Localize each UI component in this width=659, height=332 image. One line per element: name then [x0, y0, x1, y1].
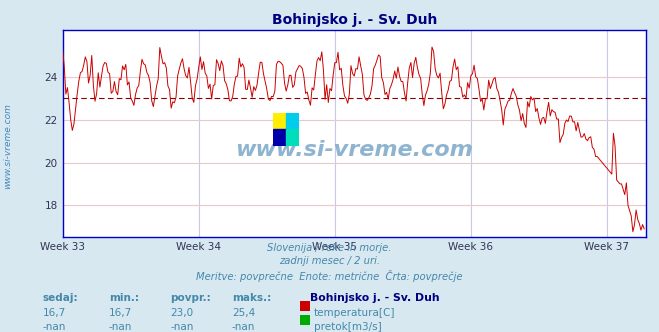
Text: 23,0: 23,0: [170, 308, 193, 318]
Bar: [273, 113, 286, 129]
Text: maks.:: maks.:: [232, 293, 272, 303]
Bar: [273, 129, 286, 146]
Text: -nan: -nan: [43, 322, 66, 332]
Text: zadnji mesec / 2 uri.: zadnji mesec / 2 uri.: [279, 256, 380, 266]
Text: -nan: -nan: [170, 322, 193, 332]
Text: www.si-vreme.com: www.si-vreme.com: [3, 103, 13, 189]
Bar: [286, 129, 299, 146]
Text: 16,7: 16,7: [109, 308, 132, 318]
Text: Slovenija / reke in morje.: Slovenija / reke in morje.: [268, 243, 391, 253]
Text: min.:: min.:: [109, 293, 139, 303]
Text: Bohinjsko j. - Sv. Duh: Bohinjsko j. - Sv. Duh: [310, 293, 440, 303]
Text: temperatura[C]: temperatura[C]: [314, 308, 395, 318]
Text: Meritve: povprečne  Enote: metrične  Črta: povprečje: Meritve: povprečne Enote: metrične Črta:…: [196, 270, 463, 282]
Text: 25,4: 25,4: [232, 308, 255, 318]
Text: pretok[m3/s]: pretok[m3/s]: [314, 322, 382, 332]
Bar: [286, 113, 299, 129]
Text: www.si-vreme.com: www.si-vreme.com: [235, 140, 473, 160]
Text: 16,7: 16,7: [43, 308, 66, 318]
Text: sedaj:: sedaj:: [43, 293, 78, 303]
Text: povpr.:: povpr.:: [170, 293, 211, 303]
Text: -nan: -nan: [232, 322, 255, 332]
Title: Bohinjsko j. - Sv. Duh: Bohinjsko j. - Sv. Duh: [272, 13, 437, 27]
Text: -nan: -nan: [109, 322, 132, 332]
